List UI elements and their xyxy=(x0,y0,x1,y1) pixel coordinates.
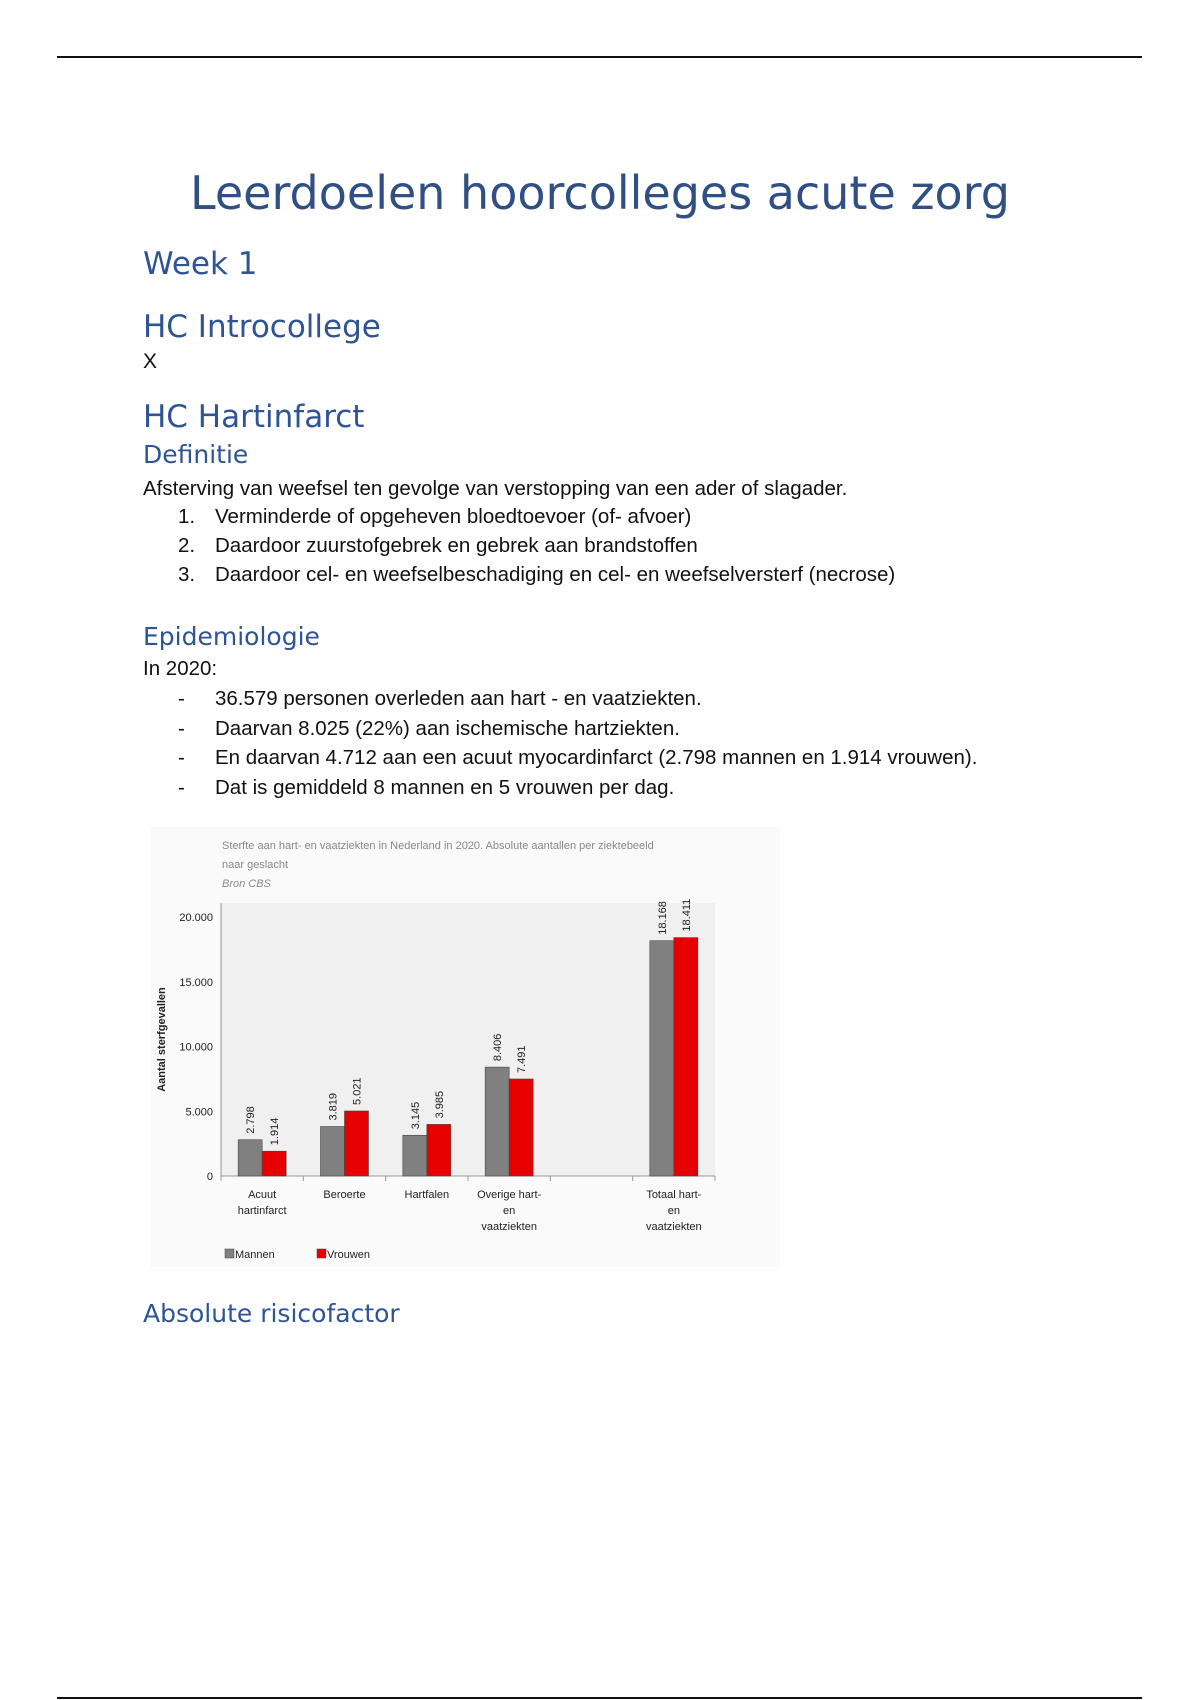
list-marker: 2. xyxy=(178,534,196,557)
document-title: Leerdoelen hoorcolleges acute zorg xyxy=(190,166,1010,220)
list-marker: - xyxy=(178,746,185,769)
footer-rule xyxy=(57,1697,1142,1699)
list-item: - Dat is gemiddeld 8 mannen en 5 vrouwen … xyxy=(178,776,674,800)
list-item-text: Daardoor cel- en weefselbeschadiging en … xyxy=(215,563,896,586)
list-marker: 1. xyxy=(178,505,196,528)
mortality-chart: Sterfte aan hart- en vaatziekten in Nede… xyxy=(150,827,780,1267)
x-tick-label: hartinfarct xyxy=(238,1205,287,1217)
bar-vrouwen xyxy=(508,1078,534,1177)
list-marker: - xyxy=(178,716,185,740)
chart-title: Sterfte aan hart- en vaatziekten in Nede… xyxy=(222,840,654,852)
bar-mannen xyxy=(649,940,675,1177)
absolute-risicofactor-heading: Absolute risicofactor xyxy=(143,1299,400,1328)
bar-mannen xyxy=(402,1134,428,1177)
list-item: - En daarvan 4.712 aan een acuut myocardi… xyxy=(178,746,977,770)
epidemiologie-text: In 2020: xyxy=(143,657,218,680)
x-tick-label: vaatziekten xyxy=(646,1221,702,1233)
list-item-text: 36.579 personen overleden aan hart - en … xyxy=(215,687,702,710)
data-label: 18.168 xyxy=(657,901,669,935)
bar-vrouwen xyxy=(673,937,699,1177)
legend-swatch-vrouwen xyxy=(316,1248,327,1259)
list-marker: 3. xyxy=(178,563,196,586)
data-label: 18.411 xyxy=(681,899,693,932)
bar-mannen xyxy=(484,1066,510,1177)
list-marker: - xyxy=(178,687,185,710)
y-tick-label: 15.000 xyxy=(179,977,213,989)
data-label: 3.145 xyxy=(410,1102,422,1130)
list-marker: - xyxy=(178,775,185,799)
intro-heading: HC Introcollege xyxy=(143,309,381,345)
x-tick-label: Overige hart- xyxy=(477,1189,542,1201)
data-label: 7.491 xyxy=(516,1045,528,1073)
epidemiologie-heading: Epidemiologie xyxy=(143,622,320,651)
y-tick-label: 5.000 xyxy=(185,1106,213,1118)
list-item-text: Daardoor zuurstofgebrek en gebrek aan br… xyxy=(215,534,698,557)
data-label: 5.021 xyxy=(352,1077,364,1105)
plot-area xyxy=(221,903,715,1176)
bar-mannen xyxy=(237,1139,263,1177)
y-tick-label: 10.000 xyxy=(179,1042,213,1054)
x-tick-label: Hartfalen xyxy=(405,1189,450,1201)
legend-label-mannen: Mannen xyxy=(235,1249,275,1261)
data-label: 2.798 xyxy=(245,1106,257,1134)
week-heading: Week 1 xyxy=(143,246,258,282)
x-tick-label: en xyxy=(668,1205,680,1217)
list-item: 1. Verminderde of opgeheven bloedtoevoer … xyxy=(178,505,691,529)
header-rule xyxy=(57,56,1142,58)
intro-text: X xyxy=(143,350,158,373)
chart-title-line2: naar geslacht xyxy=(222,859,288,871)
data-label: 3.819 xyxy=(328,1093,340,1121)
bar-vrouwen xyxy=(261,1150,287,1177)
x-tick-label: Totaal hart- xyxy=(646,1189,701,1201)
list-item: 3. Daardoor cel- en weefselbeschadiging e… xyxy=(178,563,895,587)
list-item-text: En daarvan 4.712 aan een acuut myocardin… xyxy=(215,746,978,769)
y-tick-label: 20.000 xyxy=(179,912,213,924)
definitie-heading: Definitie xyxy=(143,440,249,469)
data-label: 3.985 xyxy=(434,1091,446,1119)
y-tick-label: 0 xyxy=(207,1171,213,1183)
list-item: - Daarvan 8.025 (22%) aan ischemische har… xyxy=(178,717,680,741)
x-tick-label: Acuut xyxy=(248,1189,276,1201)
bar-vrouwen xyxy=(344,1110,369,1177)
chart-source: Bron CBS xyxy=(222,878,272,890)
list-item: 2. Daardoor zuurstofgebrek en gebrek aan … xyxy=(178,534,698,558)
data-label: 1.914 xyxy=(269,1118,281,1146)
list-item-text: Dat is gemiddeld 8 mannen en 5 vrouwen p… xyxy=(215,775,675,799)
list-item-text: Daarvan 8.025 (22%) aan ischemische hart… xyxy=(215,716,680,740)
list-item-text: Verminderde of opgeheven bloedtoevoer (o… xyxy=(215,505,692,528)
x-tick-label: en xyxy=(503,1205,515,1217)
data-label: 8.406 xyxy=(492,1034,504,1062)
legend-label-vrouwen: Vrouwen xyxy=(327,1249,370,1261)
x-tick-label: Beroerte xyxy=(323,1189,365,1201)
y-axis-label: Aantal sterfgevallen xyxy=(156,987,168,1092)
definitie-text: Afsterving van weefsel ten gevolge van v… xyxy=(143,477,848,500)
bar-mannen xyxy=(320,1126,345,1177)
legend-swatch-mannen xyxy=(224,1248,235,1259)
hartinfarct-heading: HC Hartinfarct xyxy=(143,399,365,435)
bar-vrouwen xyxy=(426,1124,452,1177)
x-tick-label: vaatziekten xyxy=(481,1221,537,1233)
list-item: - 36.579 personen overleden aan hart - en… xyxy=(178,687,702,711)
